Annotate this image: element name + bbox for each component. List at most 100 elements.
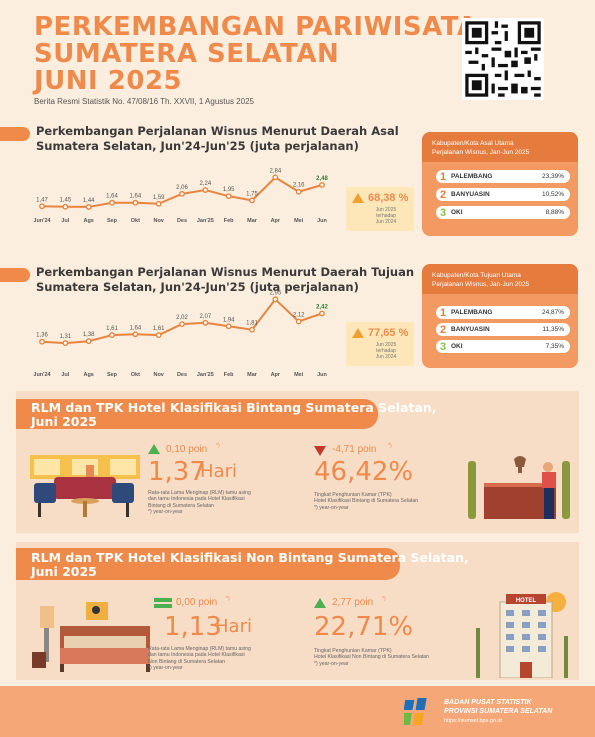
- triangle-up-icon: [314, 598, 326, 608]
- data-point: [155, 200, 162, 207]
- change-tujuan-value: 77,65 %: [368, 327, 409, 339]
- data-label: 1,47: [36, 197, 48, 203]
- tick-label: Jun'24: [33, 218, 51, 224]
- data-point: [62, 203, 69, 210]
- bedroom-illustration: [32, 602, 150, 672]
- rank-row: 1 PALEMBANG 24,87%: [436, 306, 570, 319]
- data-label: 2,95: [269, 290, 281, 296]
- data-point: [272, 296, 279, 303]
- data-label: 1,95: [223, 187, 235, 193]
- rlm-bintang-change: 0,10 poin: [166, 444, 208, 455]
- tick-label: Jul: [61, 218, 69, 224]
- tick-label: Des: [177, 372, 187, 378]
- triangle-up-icon: [352, 193, 364, 203]
- change-asal-note: Jun 2025 terhadap Jun 2024: [375, 207, 397, 225]
- rlm-nonbintang-unit: Hari: [215, 616, 252, 637]
- data-point: [202, 319, 209, 326]
- tick-label: Nov: [153, 372, 164, 378]
- chart-asal: 1,47 Jun'24 1,45 Jul 1,44 Ags 1,64 Sep 1,64 Okt 1,…: [33, 168, 328, 224]
- data-point: [179, 190, 185, 197]
- tick-label: Mar: [247, 218, 258, 224]
- rank-row: 2 BANYUASIN 10,52%: [436, 188, 570, 201]
- data-label: 1,75: [246, 191, 258, 197]
- change-box-asal: 68,38 % Jun 2025 terhadap Jun 2024: [346, 187, 414, 231]
- section-marker: [0, 127, 30, 141]
- data-point: [39, 338, 45, 345]
- change-tujuan-note: Jun 2025 terhadap Jun 2024: [375, 342, 397, 360]
- hotel-bintang-title-2: Juni 2025: [31, 414, 97, 429]
- data-point: [155, 332, 162, 338]
- rank-asal-heading: Kabupaten/Kota Asal Utama Perjalanan Wis…: [432, 140, 530, 156]
- org-name-line-1: BADAN PUSAT STATISTIK: [444, 699, 532, 706]
- tick-label: Jan'25: [197, 218, 214, 224]
- data-point: [202, 187, 209, 193]
- page-title-line-2: SUMATERA SELATAN: [34, 39, 340, 69]
- data-label: 1,94: [223, 317, 235, 323]
- tick-label: Jun'24: [33, 372, 51, 378]
- rank-tujuan-heading: Kabupaten/Kota Tujuan Utama Perjalanan W…: [432, 272, 530, 288]
- hotel-bintang-title-1: RLM dan TPK Hotel Klasifikasi Bintang Su…: [31, 400, 437, 415]
- tick-label: Mei: [294, 218, 304, 224]
- rlm-bintang-note-mark: *): [216, 443, 220, 449]
- data-label: 2,24: [199, 181, 211, 187]
- data-label: 2,84: [269, 168, 281, 174]
- tick-label: Jun: [317, 372, 327, 378]
- tick-label: Nov: [153, 218, 164, 224]
- hotel-building-illustration: HOTEL: [476, 592, 568, 678]
- tpk-bintang-change: -4,71 poin: [332, 444, 377, 455]
- rlm-nonbintang-change: 0,00 poin: [176, 597, 218, 608]
- data-label: 1,36: [36, 333, 48, 339]
- equal-icon: [154, 598, 172, 608]
- data-point: [319, 310, 325, 317]
- data-label: 2,16: [293, 183, 305, 189]
- data-label: 1,64: [129, 194, 141, 200]
- data-label: 2,48: [316, 176, 328, 182]
- data-label: 1,44: [83, 198, 95, 204]
- data-label: 2,02: [176, 315, 188, 321]
- tick-label: Mei: [294, 372, 304, 378]
- tick-label: Apr: [271, 372, 281, 378]
- triangle-up-icon: [352, 328, 364, 338]
- org-url-link[interactable]: https://sumsel.bps.go.id: [444, 718, 502, 724]
- data-point: [225, 193, 232, 200]
- rlm-bintang-value: 1,37: [148, 457, 206, 487]
- change-asal-value: 68,38 %: [368, 192, 409, 204]
- rlm-bintang-unit: Hari: [200, 461, 237, 482]
- receptionist-illustration: [468, 456, 570, 519]
- section-asal-title-1: Perkembangan Perjalanan Wisnus Menurut D…: [36, 124, 399, 138]
- tick-label: Feb: [224, 372, 234, 378]
- tpk-nonbintang-description: Tingkat Penghunian Kamar (TPK) Hotel Kla…: [314, 648, 430, 667]
- triangle-up-icon: [148, 444, 160, 454]
- tpk-bintang-note-mark: *): [388, 443, 392, 449]
- rlm-bintang-description: Rata-rata Lama Menginap (RLM) tamu asing…: [148, 490, 251, 516]
- data-point: [295, 318, 302, 325]
- release-number: Berita Resmi Statistik No. 47/08/16 Th. …: [34, 97, 254, 106]
- rlm-nonbintang-description: Rata-rata Lama Menginap (RLM) tamu asing…: [148, 646, 251, 672]
- bps-logo-icon[interactable]: [404, 696, 438, 728]
- tick-label: Ags: [83, 372, 93, 378]
- tick-label: Okt: [131, 372, 140, 378]
- data-point: [272, 174, 279, 181]
- section-marker: [0, 268, 30, 282]
- tick-label: Mar: [247, 372, 258, 378]
- data-label: 1,61: [153, 326, 165, 332]
- tick-label: Ags: [83, 218, 93, 224]
- tick-label: Jan'25: [197, 372, 214, 378]
- tick-label: Jun: [317, 218, 327, 224]
- org-name-line-2: PROVINSI SUMATERA SELATAN: [444, 708, 553, 715]
- tick-label: Des: [177, 218, 187, 224]
- data-point: [109, 199, 115, 206]
- data-point: [132, 199, 139, 206]
- tpk-nonbintang-change: 2,77 poin: [332, 597, 374, 608]
- hotel-nonbintang-title-2: Juni 2025: [31, 564, 97, 579]
- data-point: [249, 197, 255, 204]
- qr-code-icon[interactable]: [462, 18, 544, 100]
- section-tujuan-title-1: Perkembangan Perjalanan Wisnus Menurut D…: [36, 265, 415, 279]
- hotel-nonbintang-panel: RLM dan TPK Hotel Klasifikasi Non Bintan…: [16, 542, 579, 680]
- rank-row: 3 OKI 7,35%: [436, 340, 570, 353]
- tpk-nonbintang-value: 22,71%: [314, 612, 414, 642]
- data-label: 1,64: [106, 194, 118, 200]
- data-label: 1,81: [246, 321, 258, 327]
- data-point: [295, 188, 302, 195]
- tick-label: Sep: [107, 372, 118, 378]
